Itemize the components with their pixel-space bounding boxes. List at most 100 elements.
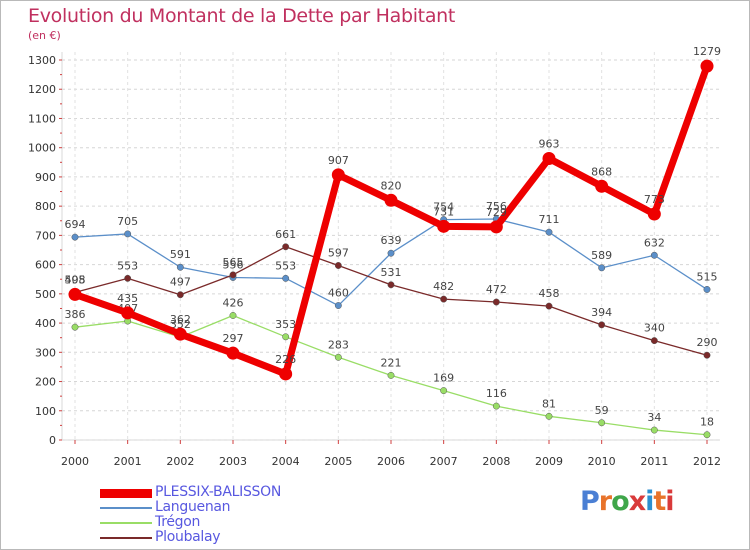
data-label: 553 (275, 259, 296, 272)
legend-label: Ploubalay (155, 529, 221, 545)
data-label: 694 (65, 218, 86, 231)
data-label: 81 (542, 397, 556, 410)
x-tick-label: 2003 (219, 455, 247, 468)
y-tick-label: 500 (35, 288, 56, 301)
data-label: 632 (644, 236, 665, 249)
data-label: 711 (539, 213, 560, 226)
data-label: 553 (117, 259, 138, 272)
data-label: 705 (117, 215, 138, 228)
data-label: 820 (381, 179, 402, 192)
data-label: 353 (275, 318, 296, 331)
data-point (492, 402, 500, 410)
x-tick-label: 2011 (640, 455, 668, 468)
data-label: 59 (595, 404, 609, 417)
data-label: 34 (647, 411, 661, 424)
data-point (229, 271, 237, 279)
data-label: 497 (170, 276, 191, 289)
data-point (650, 337, 658, 345)
data-label: 505 (65, 273, 86, 286)
data-label: 226 (275, 353, 296, 366)
data-point (489, 220, 503, 234)
data-point (334, 353, 342, 361)
y-tick-label: 1100 (28, 112, 56, 125)
data-point (598, 321, 606, 329)
x-tick-label: 2005 (324, 455, 352, 468)
data-label: 482 (433, 280, 454, 293)
legend-swatch (100, 507, 152, 509)
data-point (703, 431, 711, 439)
data-label: 340 (644, 322, 665, 335)
data-label: 907 (328, 154, 349, 167)
x-tick-label: 2012 (693, 455, 721, 468)
data-point (124, 274, 132, 282)
y-tick-label: 900 (35, 171, 56, 184)
x-tick-label: 2010 (588, 455, 616, 468)
data-point (124, 230, 132, 238)
data-label: 639 (381, 234, 402, 247)
data-label: 591 (170, 248, 191, 261)
x-tick-label: 2004 (272, 455, 300, 468)
data-point (650, 251, 658, 259)
data-label: 435 (117, 292, 138, 305)
data-point (282, 333, 290, 341)
data-point (279, 367, 293, 381)
x-tick-label: 2009 (535, 455, 563, 468)
data-point (387, 249, 395, 257)
data-point (282, 274, 290, 282)
data-point (545, 228, 553, 236)
data-label: 531 (381, 266, 402, 279)
data-label: 1279 (693, 45, 721, 58)
data-label: 515 (697, 270, 718, 283)
y-tick-label: 300 (35, 346, 56, 359)
legend-label: PLESSIX-BALISSON (155, 484, 282, 500)
data-label: 352 (170, 318, 191, 331)
data-point (229, 312, 237, 319)
data-label: 565 (223, 256, 244, 269)
data-point (647, 207, 661, 221)
data-point (440, 295, 448, 303)
data-label: 472 (486, 283, 507, 296)
data-point (334, 302, 342, 309)
data-label: 426 (223, 296, 244, 309)
data-label: 597 (328, 246, 349, 259)
data-point (387, 371, 395, 379)
data-label: 756 (486, 200, 507, 213)
x-tick-label: 2008 (482, 455, 510, 468)
proxiti-logo: Proxiti (580, 486, 675, 517)
data-point (71, 323, 79, 331)
data-label: 868 (591, 165, 612, 178)
data-point (71, 233, 79, 241)
data-label: 773 (644, 193, 665, 206)
data-label: 458 (539, 287, 560, 300)
data-label: 283 (328, 338, 349, 351)
data-label: 386 (65, 308, 86, 321)
data-label: 754 (433, 201, 454, 214)
data-point (121, 306, 135, 320)
x-tick-label: 2007 (430, 455, 458, 468)
data-label: 394 (591, 306, 612, 319)
data-point (492, 298, 500, 306)
data-label: 729 (486, 206, 507, 219)
data-point (387, 281, 395, 289)
data-point (282, 243, 290, 251)
data-label: 221 (381, 356, 402, 369)
data-label: 460 (328, 287, 349, 300)
data-point (384, 193, 398, 207)
data-label: 362 (170, 313, 191, 326)
chart-title: Evolution du Montant de la Dette par Hab… (28, 5, 456, 27)
y-tick-label: 1200 (28, 83, 56, 96)
y-tick-label: 100 (35, 405, 56, 418)
data-point (226, 346, 240, 360)
data-point (650, 426, 658, 434)
data-label: 18 (700, 416, 714, 429)
data-point (598, 419, 606, 427)
x-tick-label: 2000 (61, 455, 89, 468)
y-tick-label: 200 (35, 376, 56, 389)
x-tick-label: 2006 (377, 455, 405, 468)
data-point (542, 152, 556, 166)
data-label: 297 (223, 332, 244, 345)
data-point (176, 291, 184, 299)
data-point (703, 286, 711, 293)
data-label: 498 (65, 273, 86, 286)
